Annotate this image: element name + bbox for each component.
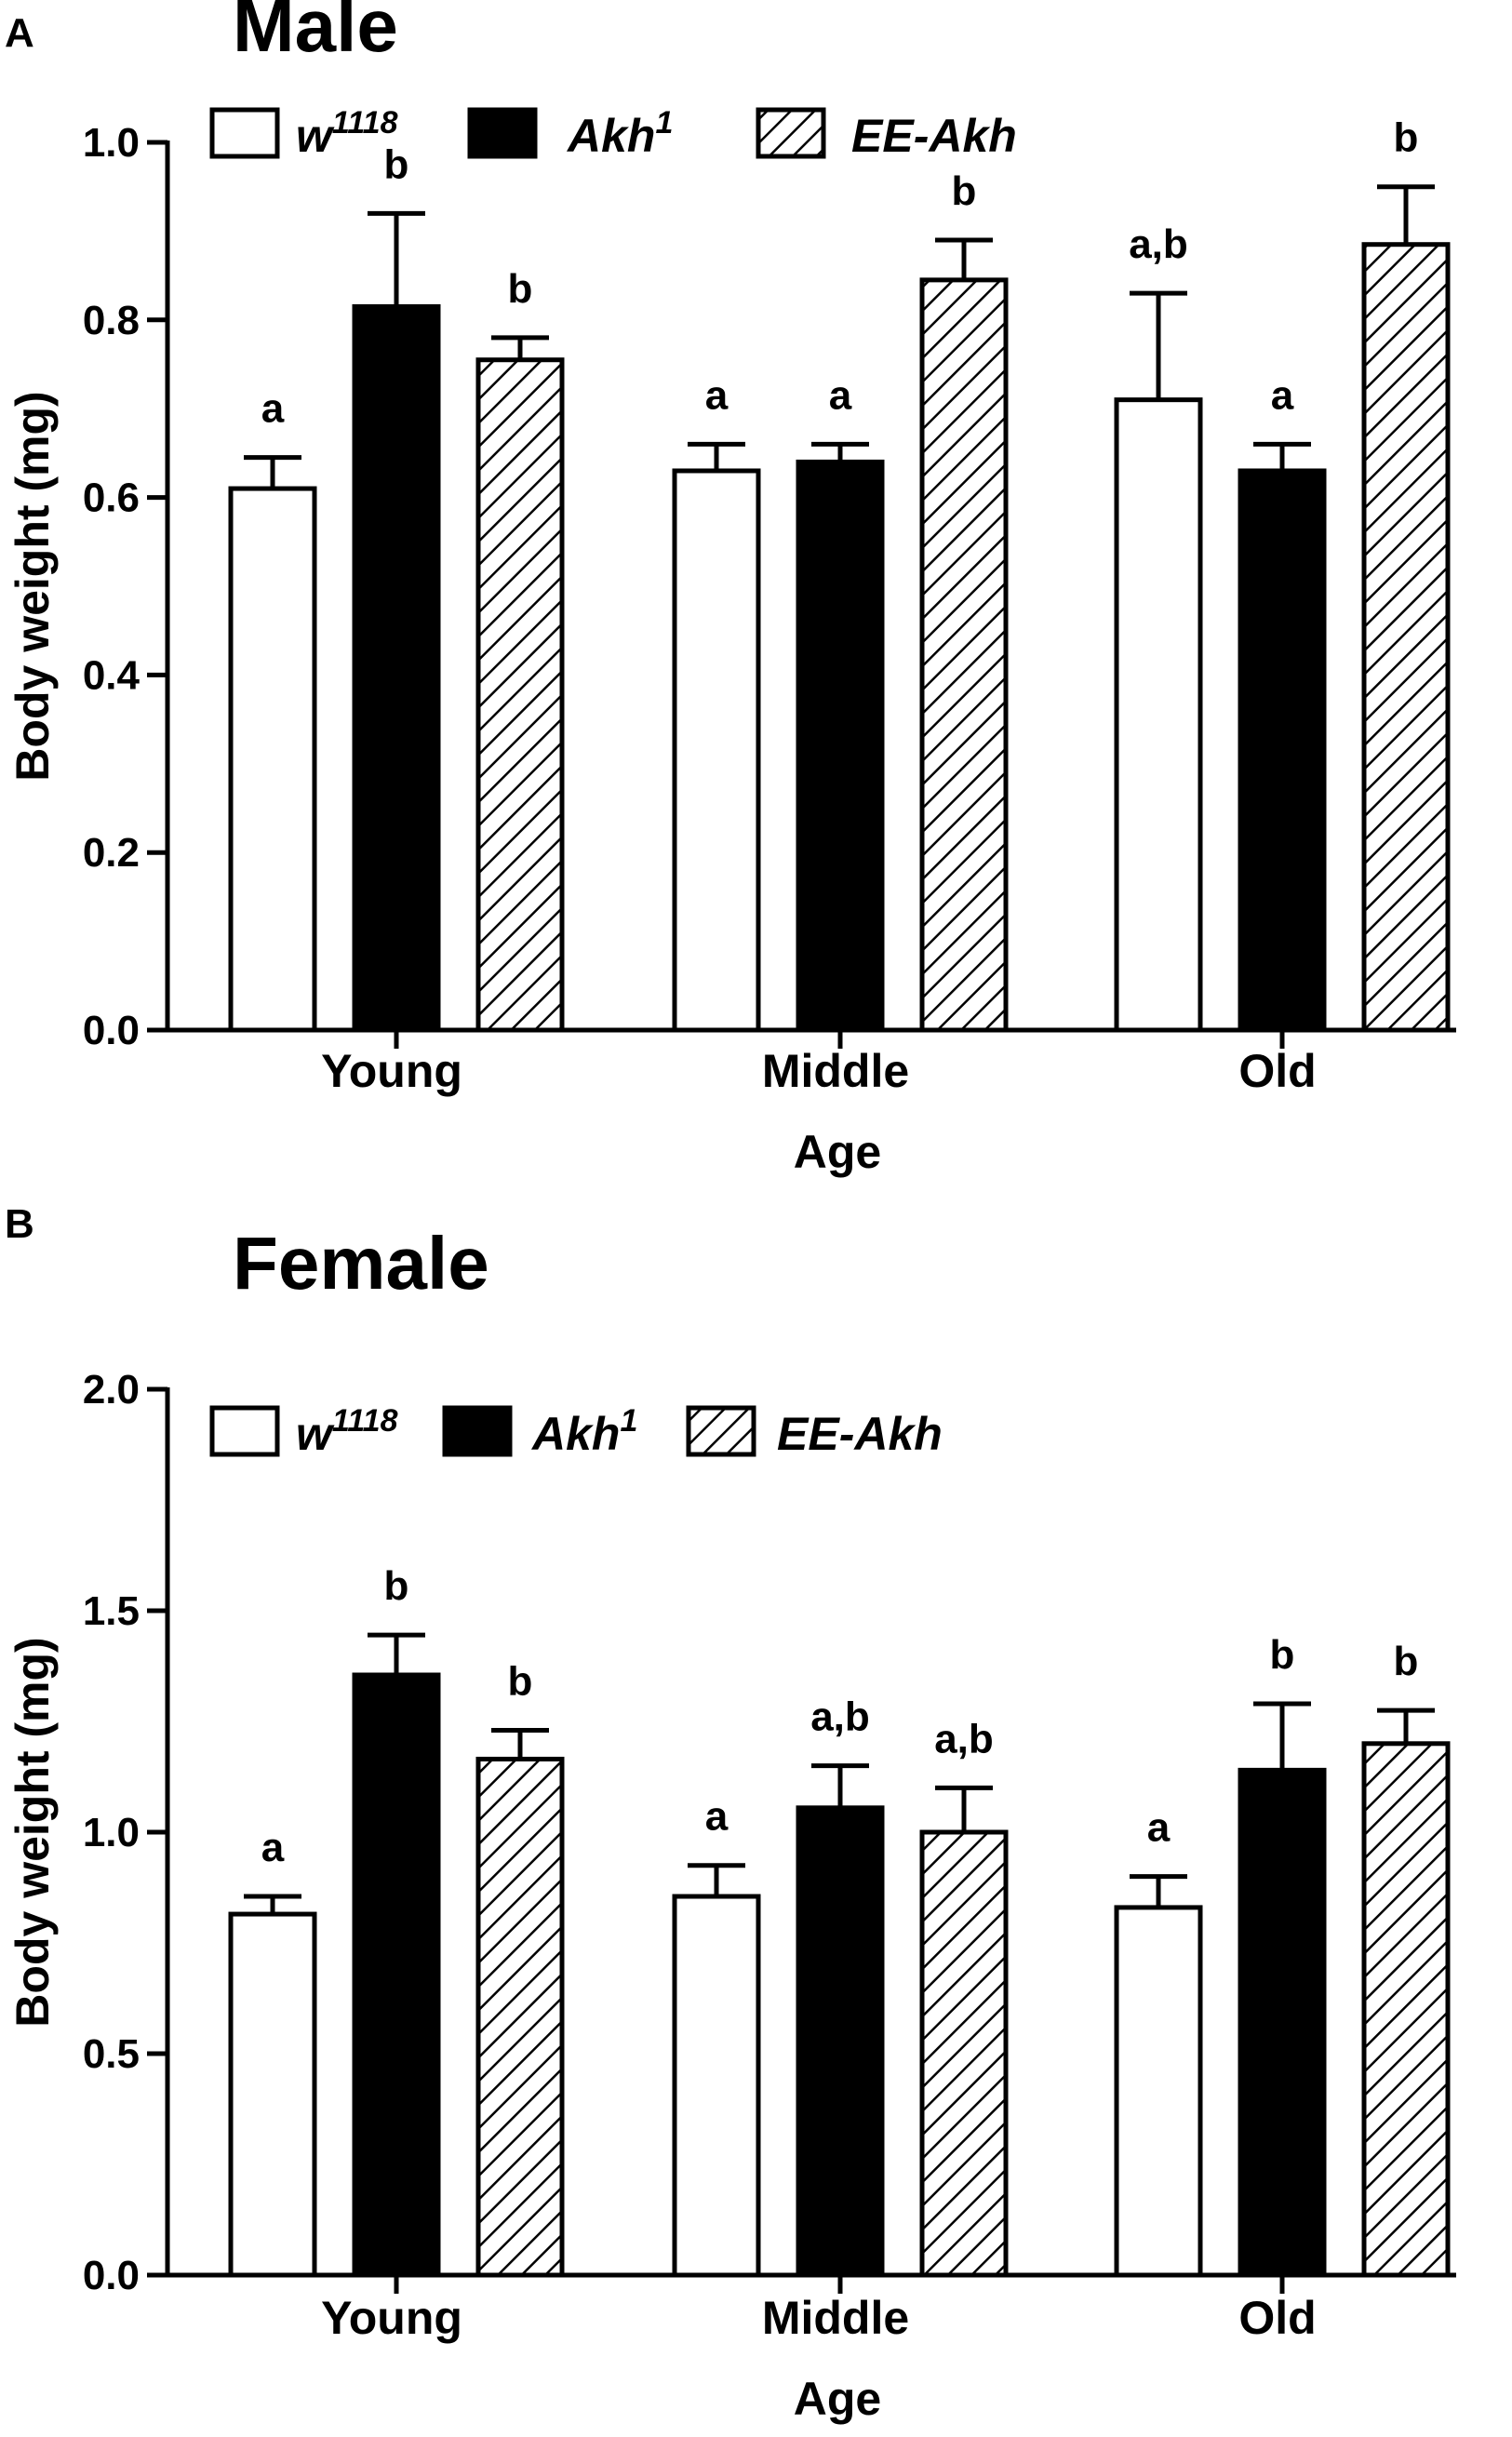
significance-label: b xyxy=(508,1659,533,1705)
significance-label: b xyxy=(1394,1639,1419,1684)
x-axis-title: Age xyxy=(794,1126,881,1178)
legend-label: EE-Akh xyxy=(851,110,1017,162)
significance-label: a xyxy=(829,372,852,418)
y-tick-label: 1.5 xyxy=(83,1588,140,1634)
panel-label: A xyxy=(5,10,34,56)
legend-label: EE-Akh xyxy=(777,1408,943,1460)
bar-white xyxy=(228,486,317,1033)
bar-hatch xyxy=(1361,242,1451,1033)
y-tick-label: 0.4 xyxy=(83,652,140,698)
category-label: Old xyxy=(1238,1045,1316,1097)
panel-label: B xyxy=(5,1201,34,1247)
legend-swatch-white xyxy=(209,1405,280,1457)
legend: w1118 Akh1 EE-Akh xyxy=(209,105,1017,162)
bar-black xyxy=(796,459,885,1033)
significance-label: a xyxy=(705,1794,729,1840)
y-tick-label: 1.0 xyxy=(83,120,140,166)
significance-label: b xyxy=(1394,115,1419,161)
legend-swatch-hatch xyxy=(686,1405,756,1457)
bar-hatch xyxy=(919,277,1009,1033)
category-label: Middle xyxy=(762,1045,909,1097)
bar-hatch xyxy=(475,357,565,1033)
significance-label: a xyxy=(1271,372,1294,418)
y-tick-label: 1.0 xyxy=(83,1810,140,1855)
chart-panel-female: B Female 0.0 0.5 1.0 1.5 2.0 Body weight (mg) Yo… xyxy=(5,1201,1456,2425)
bar-white xyxy=(672,1894,761,2278)
legend-label: w1118 xyxy=(296,1403,398,1460)
bar-black xyxy=(352,303,441,1033)
y-tick-label: 0.0 xyxy=(83,1008,140,1053)
y-tick-label: 0.8 xyxy=(83,298,140,343)
significance-label: b xyxy=(508,266,533,312)
bar-black xyxy=(1238,468,1327,1033)
legend-swatch-hatch xyxy=(756,107,826,159)
significance-label: b xyxy=(1270,1632,1295,1678)
significance-label: b xyxy=(384,141,409,187)
category-label: Young xyxy=(321,1045,462,1097)
x-axis-title: Age xyxy=(794,2373,881,2425)
significance-label: a xyxy=(705,372,729,418)
bar-white xyxy=(228,1911,317,2278)
y-axis-title: Body weight (mg) xyxy=(7,1637,59,2027)
y-tick-label: 2.0 xyxy=(83,1367,140,1413)
significance-label: a,b xyxy=(934,1716,994,1761)
bar-hatch xyxy=(475,1756,565,2278)
significance-label: b xyxy=(952,168,977,214)
bar-white xyxy=(672,468,761,1033)
legend-label: Akh1 xyxy=(530,1403,637,1460)
significance-label: a xyxy=(261,386,285,432)
bar-black xyxy=(796,1805,885,2278)
chart-title: Female xyxy=(233,1222,489,1305)
significance-label: a xyxy=(261,1825,285,1870)
legend-swatch-white xyxy=(209,107,280,159)
y-tick-label: 0.5 xyxy=(83,2031,140,2077)
legend-label: w1118 xyxy=(296,105,398,162)
bar-hatch xyxy=(1361,1741,1451,2278)
y-tick-label: 0.2 xyxy=(83,830,140,876)
significance-label: b xyxy=(384,1563,409,1609)
bar-white xyxy=(1114,1905,1203,2278)
category-label: Young xyxy=(321,2292,462,2344)
legend: w1118 Akh1 EE-Akh xyxy=(209,1403,943,1460)
chart-panel-male: A Male 0.0 0.2 0.4 0.6 0.8 1.0 Body weight (mg) Y… xyxy=(5,0,1456,1178)
significance-label: a,b xyxy=(1129,221,1188,267)
legend-swatch-black xyxy=(442,1405,513,1457)
legend-swatch-black xyxy=(467,107,538,159)
significance-label: a xyxy=(1147,1805,1171,1851)
category-label: Middle xyxy=(762,2292,909,2344)
bar-hatch xyxy=(919,1829,1009,2278)
legend-label: Akh1 xyxy=(566,105,673,162)
chart-title: Male xyxy=(233,0,398,67)
y-axis-title: Body weight (mg) xyxy=(7,391,59,781)
category-label: Old xyxy=(1238,2292,1316,2344)
significance-label: a,b xyxy=(810,1694,870,1740)
y-tick-label: 0.0 xyxy=(83,2253,140,2298)
bar-black xyxy=(1238,1767,1327,2278)
y-tick-label: 0.6 xyxy=(83,475,140,521)
bar-white xyxy=(1114,397,1203,1033)
bar-black xyxy=(352,1672,441,2278)
